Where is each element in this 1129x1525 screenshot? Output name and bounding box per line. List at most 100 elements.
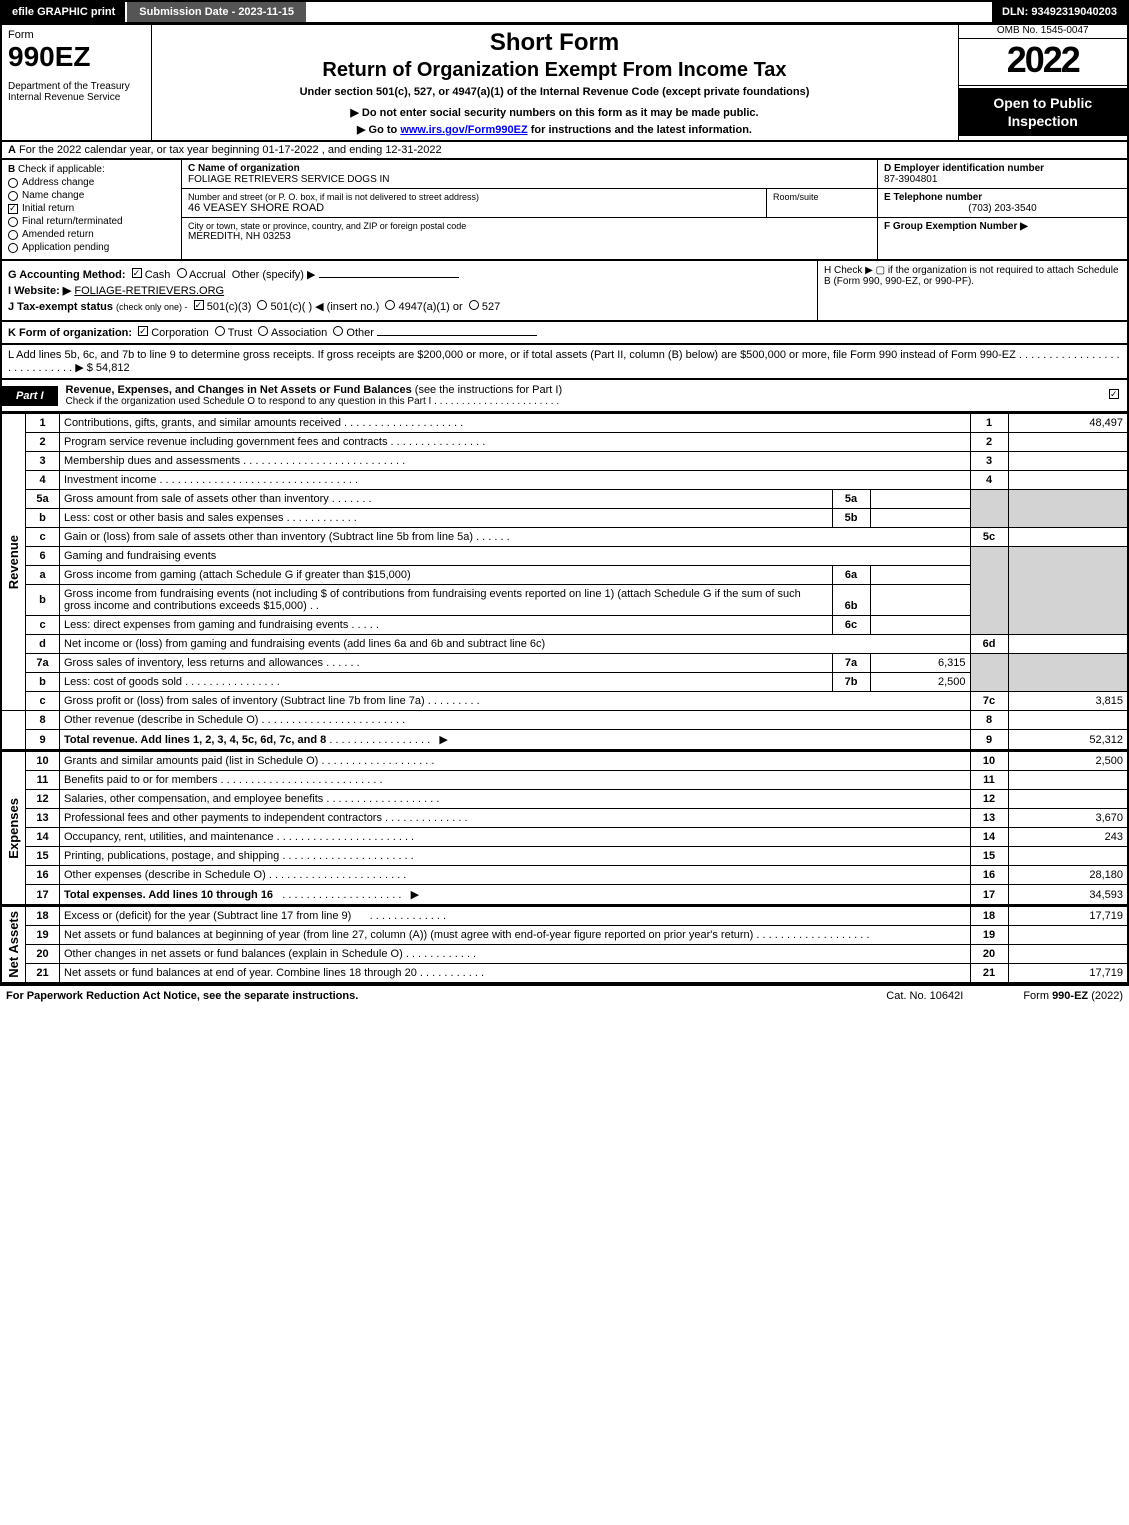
website-value[interactable]: FOLIAGE-RETRIEVERS.ORG: [74, 285, 224, 297]
line-number: c: [26, 692, 60, 711]
line-desc: Gross sales of inventory, less returns a…: [60, 654, 833, 673]
net-assets-table: Net Assets 18 Excess or (deficit) for th…: [0, 906, 1129, 984]
chk-name-change[interactable]: Name change: [8, 190, 175, 201]
desc-text: Investment income: [64, 474, 156, 486]
form-id-cell: Form 990EZ Department of the Treasury In…: [1, 25, 151, 142]
line-number: 9: [26, 730, 60, 751]
chk-final-return[interactable]: Final return/terminated: [8, 216, 175, 227]
line-desc: Net income or (loss) from gaming and fun…: [60, 635, 971, 654]
sub-ref: 7b: [832, 673, 870, 692]
line-number: 1: [26, 414, 60, 433]
checkbox-icon[interactable]: [258, 326, 268, 336]
sub-value: [870, 566, 970, 585]
form-title-short: Short Form: [158, 29, 952, 57]
instructions-pre: ▶ Go to: [357, 124, 400, 136]
checkbox-icon: [8, 204, 18, 214]
desc-text: Total expenses. Add lines 10 through 16: [64, 889, 273, 901]
line-value: [1008, 945, 1128, 964]
desc-text: Printing, publications, postage, and shi…: [64, 850, 279, 862]
revenue-side-text: Revenue: [6, 535, 21, 589]
line-value: [1008, 635, 1128, 654]
line-ref: 2: [970, 433, 1008, 452]
k-other-input[interactable]: [377, 335, 537, 336]
submission-date-badge: Submission Date - 2023-11-15: [127, 2, 306, 22]
chk-address-change[interactable]: Address change: [8, 177, 175, 188]
checkbox-icon[interactable]: [257, 300, 267, 310]
checkbox-icon[interactable]: [177, 268, 187, 278]
info-grid: B Check if applicable: Address change Na…: [0, 160, 1129, 261]
desc-text: Other expenses (describe in Schedule O): [64, 869, 266, 881]
section-def: D Employer identification number 87-3904…: [877, 160, 1127, 259]
line-desc: Total expenses. Add lines 10 through 16 …: [60, 885, 971, 906]
checkbox-icon[interactable]: [215, 326, 225, 336]
form-ref: Form 990-EZ (2022): [1023, 990, 1123, 1002]
chk-initial-return[interactable]: Initial return: [8, 203, 175, 214]
line-desc: Other changes in net assets or fund bala…: [60, 945, 971, 964]
chk-application-pending[interactable]: Application pending: [8, 242, 175, 253]
line-value: [1008, 790, 1128, 809]
line-value: [1008, 771, 1128, 790]
g-other-input[interactable]: [319, 277, 459, 278]
line-number: d: [26, 635, 60, 654]
k-trust: Trust: [228, 327, 253, 339]
table-row: 7a Gross sales of inventory, less return…: [1, 654, 1128, 673]
line-desc: Less: cost or other basis and sales expe…: [60, 509, 833, 528]
desc-text: Program service revenue including govern…: [64, 436, 387, 448]
instructions-link[interactable]: www.irs.gov/Form990EZ: [400, 124, 527, 136]
checkbox-icon[interactable]: [138, 326, 148, 336]
street-value: 46 VEASEY SHORE ROAD: [188, 202, 760, 214]
topbar-spacer: [306, 2, 992, 22]
part-1-title-text: Revenue, Expenses, and Changes in Net As…: [66, 384, 412, 396]
table-row: 5a Gross amount from sale of assets othe…: [1, 490, 1128, 509]
sub-value: [870, 585, 970, 616]
sub-value: [870, 509, 970, 528]
line-number: 2: [26, 433, 60, 452]
efile-print-button[interactable]: efile GRAPHIC print: [2, 2, 127, 22]
table-row: c Gain or (loss) from sale of assets oth…: [1, 528, 1128, 547]
checkbox-icon[interactable]: [385, 300, 395, 310]
city-row: City or town, state or province, country…: [182, 218, 877, 245]
checkbox-icon[interactable]: [194, 300, 204, 310]
line-ref: 6d: [970, 635, 1008, 654]
checkbox-icon[interactable]: [469, 300, 479, 310]
line-ref: 18: [970, 907, 1008, 926]
chk-label: Initial return: [22, 203, 74, 214]
line-value: 48,497: [1008, 414, 1128, 433]
line-desc: Gaming and fundraising events: [60, 547, 971, 566]
line-number: b: [26, 673, 60, 692]
street-label: Number and street (or P. O. box, if mail…: [188, 192, 760, 202]
table-row: 21 Net assets or fund balances at end of…: [1, 964, 1128, 984]
desc-text: Other changes in net assets or fund bala…: [64, 948, 403, 960]
suite-label: Room/suite: [773, 192, 871, 202]
table-row: a Gross income from gaming (attach Sched…: [1, 566, 1128, 585]
tel-value: (703) 203-3540: [884, 203, 1121, 214]
line-value: 17,719: [1008, 964, 1128, 984]
part-1-header: Part I Revenue, Expenses, and Changes in…: [0, 380, 1129, 413]
j-501c3: 501(c)(3): [207, 301, 252, 313]
checkbox-icon: [1109, 389, 1119, 399]
j-527: 527: [482, 301, 500, 313]
desc-text: Salaries, other compensation, and employ…: [64, 793, 323, 805]
line-k: K Form of organization: Corporation Trus…: [0, 322, 1129, 345]
checkbox-icon[interactable]: [333, 326, 343, 336]
b-caption: Check if applicable:: [18, 164, 105, 175]
ein-label: D Employer identification number: [884, 163, 1121, 174]
k-label: K Form of organization:: [8, 327, 132, 339]
desc-text: Net assets or fund balances at end of ye…: [64, 967, 417, 979]
table-row: 15 Printing, publications, postage, and …: [1, 847, 1128, 866]
line-ref: 12: [970, 790, 1008, 809]
group-exemption-row: F Group Exemption Number ▶: [878, 218, 1127, 259]
checkbox-icon[interactable]: [132, 268, 142, 278]
net-assets-side-text: Net Assets: [6, 911, 21, 978]
line-number: c: [26, 528, 60, 547]
shaded-cell: [1008, 547, 1128, 635]
line-number: 3: [26, 452, 60, 471]
table-row: 12 Salaries, other compensation, and emp…: [1, 790, 1128, 809]
table-row: 20 Other changes in net assets or fund b…: [1, 945, 1128, 964]
expenses-side-text: Expenses: [6, 798, 21, 859]
table-row: b Less: cost or other basis and sales ex…: [1, 509, 1128, 528]
chk-amended-return[interactable]: Amended return: [8, 229, 175, 240]
line-desc: Gross income from gaming (attach Schedul…: [60, 566, 833, 585]
part-1-checkbox[interactable]: [1101, 385, 1127, 406]
table-row: Revenue 1 Contributions, gifts, grants, …: [1, 414, 1128, 433]
